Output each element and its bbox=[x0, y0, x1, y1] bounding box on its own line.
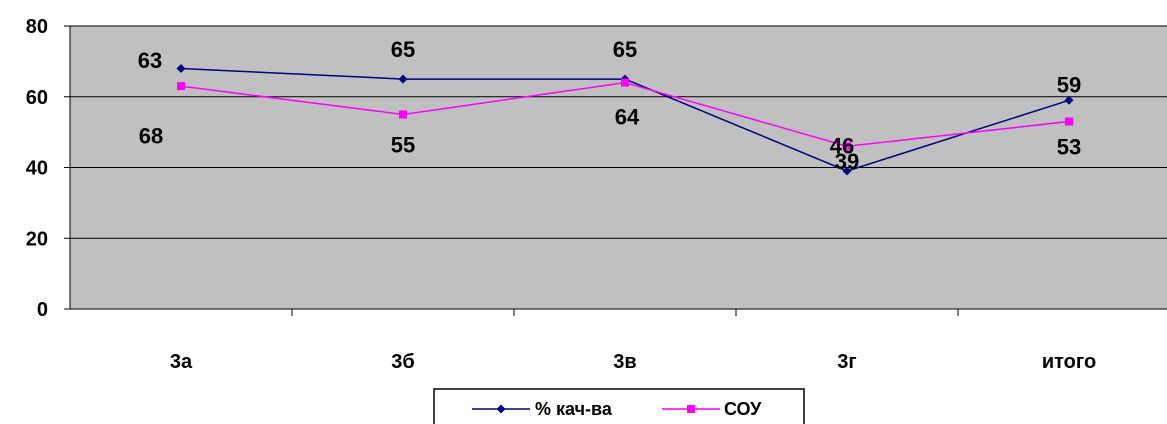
data-point-square bbox=[177, 82, 185, 91]
y-tick-label: 40 bbox=[26, 158, 48, 180]
x-tick-label: итого bbox=[1042, 351, 1096, 373]
y-tick-label: 80 bbox=[26, 16, 48, 38]
gridlines bbox=[70, 25, 1167, 239]
data-label: 39 bbox=[835, 149, 859, 174]
legend-marker-square bbox=[687, 405, 695, 413]
data-labels: 68 65 65 39 59 63 55 64 46 53 bbox=[138, 37, 1081, 174]
data-point-diamond bbox=[1064, 95, 1074, 105]
legend-entry-label: СОУ bbox=[724, 399, 762, 419]
legend-marker-diamond bbox=[496, 404, 506, 414]
data-label: 46 bbox=[830, 133, 854, 158]
series-lines bbox=[176, 63, 1074, 176]
data-point-diamond bbox=[398, 74, 408, 84]
data-point-square bbox=[399, 110, 407, 119]
data-point-square bbox=[843, 142, 851, 151]
x-axis-ticks: 3а 3б 3в 3г итого bbox=[170, 309, 1096, 373]
y-tick-label: 60 bbox=[26, 87, 48, 109]
x-tick-label: 3в bbox=[613, 351, 636, 373]
y-tick-label: 0 bbox=[37, 299, 48, 321]
data-point-diamond bbox=[842, 166, 852, 176]
legend: % кач-ва СОУ bbox=[433, 388, 805, 424]
x-tick-label: 3б bbox=[391, 351, 414, 373]
data-label: 55 bbox=[391, 132, 415, 157]
y-axis-ticks: 0 20 40 60 80 bbox=[26, 16, 70, 321]
y-tick-label: 20 bbox=[26, 228, 48, 250]
data-point-square bbox=[621, 78, 629, 87]
data-point-square bbox=[1065, 117, 1073, 126]
data-label: 63 bbox=[138, 48, 162, 73]
data-label: 65 bbox=[391, 37, 415, 62]
data-label: 68 bbox=[139, 123, 163, 148]
x-tick-label: 3а bbox=[170, 351, 193, 373]
data-point-diamond bbox=[176, 63, 186, 73]
data-label: 65 bbox=[613, 37, 637, 62]
data-label: 59 bbox=[1057, 72, 1081, 97]
data-label: 53 bbox=[1057, 135, 1081, 160]
data-label: 64 bbox=[615, 105, 640, 130]
legend-box bbox=[433, 388, 805, 424]
legend-entry-label: % кач-ва bbox=[535, 399, 613, 419]
x-tick-label: 3г bbox=[837, 351, 856, 373]
